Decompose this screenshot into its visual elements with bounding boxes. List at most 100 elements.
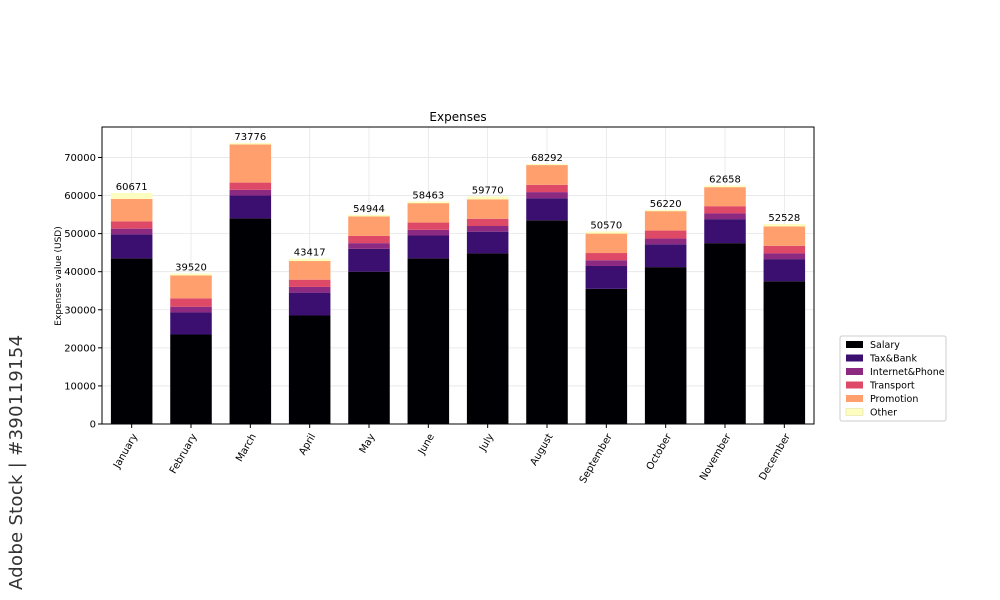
bar-segment-promotion-august xyxy=(526,165,568,185)
chart-title: Expenses xyxy=(429,110,486,124)
bar-segment-transport-june xyxy=(407,222,450,230)
y-tick-label: 20000 xyxy=(64,343,96,354)
bar-segment-salary-february xyxy=(170,334,212,424)
total-labels: 60671 39520 73776 43417 54944 58463 59770 68292… xyxy=(116,132,800,273)
bar-segment-tax-bank-july xyxy=(466,231,509,254)
bar-total-label: 59770 xyxy=(472,185,504,196)
y-axis-title: Expenses value (USD) xyxy=(54,226,64,325)
bar-total-label: 60671 xyxy=(116,182,148,193)
y-tick-label: 30000 xyxy=(64,305,96,316)
bar-segment-tax-bank-december xyxy=(763,259,806,282)
bar-segment-internet-phone-september xyxy=(585,260,628,266)
x-tick-label: February xyxy=(168,432,200,476)
bar-segment-salary-june xyxy=(407,258,450,424)
bar-segment-promotion-september xyxy=(585,233,628,254)
y-tick-label: 40000 xyxy=(64,267,96,278)
legend: Salary Tax&Bank Internet&Phone Transport Pro… xyxy=(839,335,947,422)
legend-label: Tax&Bank xyxy=(869,354,917,365)
y-tick-label: 60000 xyxy=(64,191,96,202)
bar-total-label: 54944 xyxy=(353,204,385,215)
bar-segment-promotion-november xyxy=(704,187,746,207)
bar-segment-salary-march xyxy=(229,218,272,424)
bar-segment-internet-phone-june xyxy=(407,229,450,236)
bar-segment-internet-phone-april xyxy=(288,286,331,293)
legend-label: Internet&Phone xyxy=(870,367,945,378)
bar-segment-promotion-april xyxy=(288,261,331,280)
bar-segment-promotion-january xyxy=(110,198,153,222)
legend-swatch xyxy=(846,395,863,402)
legend-swatch xyxy=(846,381,863,389)
bar-segment-other-november xyxy=(704,185,746,188)
bar-segment-transport-march xyxy=(229,182,272,190)
bar-segment-promotion-july xyxy=(466,199,509,219)
bar-segment-other-october xyxy=(644,209,687,212)
bar-segment-transport-october xyxy=(644,230,687,239)
bar-total-label: 56220 xyxy=(650,199,682,210)
y-axis: 0 10000 20000 30000 40000 50000 60000 70000 xyxy=(64,153,102,431)
bar-segment-tax-bank-october xyxy=(644,244,687,268)
bar-total-label: 39520 xyxy=(175,263,207,274)
bar-segment-salary-december xyxy=(763,281,806,424)
legend-label: Salary xyxy=(870,340,900,351)
bar-total-label: 43417 xyxy=(294,248,326,259)
bar-segment-salary-april xyxy=(288,315,331,424)
bar-total-label: 50570 xyxy=(590,220,622,231)
bar-segment-promotion-march xyxy=(229,144,272,183)
bar-total-label: 52528 xyxy=(768,213,800,224)
x-tick-label: May xyxy=(358,432,378,455)
x-tick-label: October xyxy=(645,431,675,472)
legend-label: Promotion xyxy=(870,394,918,405)
x-tick-label: March xyxy=(234,432,259,464)
bar-segment-promotion-june xyxy=(407,203,450,223)
bar-segment-transport-may xyxy=(348,235,390,244)
legend-swatch xyxy=(846,354,863,362)
bar-segment-tax-bank-september xyxy=(585,265,628,289)
bar-total-label: 73776 xyxy=(234,132,266,143)
bar-segment-promotion-october xyxy=(644,211,687,231)
bar-segment-internet-phone-may xyxy=(348,243,390,249)
bar-segment-tax-bank-april xyxy=(288,292,331,316)
legend-label: Transport xyxy=(869,381,915,392)
y-tick-label: 0 xyxy=(90,420,96,431)
bar-segment-other-august xyxy=(526,163,568,166)
x-tick-label: April xyxy=(297,432,318,457)
y-tick-label: 50000 xyxy=(64,229,96,240)
bar-segment-promotion-february xyxy=(170,275,212,299)
bar-segment-transport-november xyxy=(704,206,746,214)
x-tick-label: July xyxy=(477,432,496,454)
x-tick-label: August xyxy=(529,432,556,468)
bar-segment-salary-july xyxy=(466,253,509,424)
x-tick-label: December xyxy=(757,431,793,482)
bar-total-label: 68292 xyxy=(531,153,563,164)
stock-watermark: Adobe Stock | #390119154 xyxy=(6,334,27,590)
bar-segment-transport-december xyxy=(763,245,806,254)
legend-frame xyxy=(839,335,947,422)
bar-segment-internet-phone-march xyxy=(229,189,272,196)
bar-segment-tax-bank-november xyxy=(704,219,746,244)
x-tick-label: January xyxy=(111,432,140,471)
bar-segment-other-march xyxy=(229,143,272,145)
y-tick-label: 70000 xyxy=(64,153,96,164)
bar-segment-salary-august xyxy=(526,220,568,424)
bar-segment-tax-bank-august xyxy=(526,198,568,221)
bar-segment-tax-bank-june xyxy=(407,235,450,259)
bar-segment-other-february xyxy=(170,273,212,276)
bar-segment-salary-may xyxy=(348,271,390,424)
bar-segment-internet-phone-august xyxy=(526,192,568,199)
x-axis: January February March April May June July Augu… xyxy=(111,424,793,485)
bar-segment-other-april xyxy=(288,258,331,262)
bars xyxy=(110,143,806,424)
bar-segment-other-september xyxy=(585,231,628,234)
bar-segment-salary-september xyxy=(585,288,628,424)
bar-segment-transport-september xyxy=(585,253,628,261)
bar-segment-tax-bank-may xyxy=(348,248,390,272)
bar-segment-tax-bank-march xyxy=(229,195,272,219)
bar-segment-other-july xyxy=(466,196,509,200)
plot-frame xyxy=(101,126,815,425)
bar-segment-internet-phone-november xyxy=(704,213,746,220)
legend-swatch xyxy=(846,341,863,348)
bar-segment-internet-phone-february xyxy=(170,306,212,313)
bar-segment-other-june xyxy=(407,201,450,204)
bar-total-label: 58463 xyxy=(412,190,444,201)
bar-segment-internet-phone-december xyxy=(763,253,806,260)
